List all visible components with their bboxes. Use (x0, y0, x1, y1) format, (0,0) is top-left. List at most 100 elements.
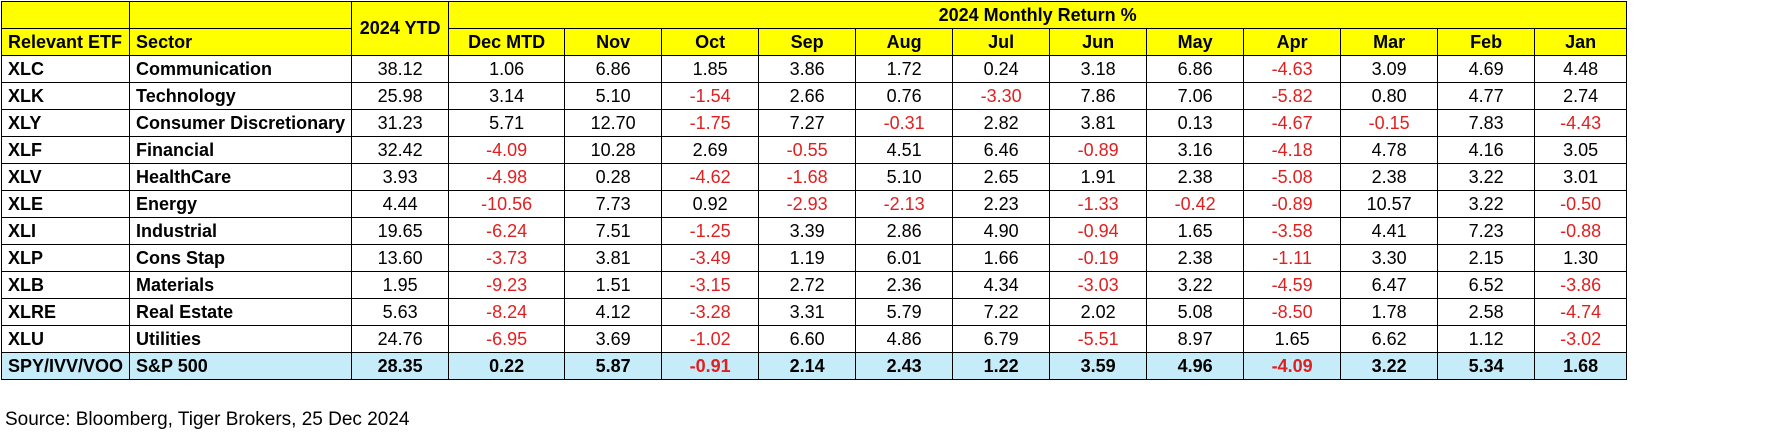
value-cell-jul: 4.34 (952, 271, 1051, 299)
value-cell-mar: 4.41 (1340, 217, 1439, 245)
header-nov: Nov (564, 28, 663, 56)
value-cell-ytd: 25.98 (351, 82, 450, 110)
value-cell-ytd: 24.76 (351, 325, 450, 353)
value-cell-mar: 3.09 (1340, 55, 1439, 83)
header-dec-mtd: Dec MTD (448, 28, 566, 56)
value-cell-feb: 4.77 (1437, 82, 1536, 110)
value-cell-apr: -4.09 (1243, 352, 1342, 380)
header-jul: Jul (952, 28, 1051, 56)
value-cell-oct: -1.02 (661, 325, 760, 353)
value-cell-jun: -0.19 (1049, 244, 1148, 272)
sector-cell: Communication (129, 55, 353, 83)
header-sep: Sep (758, 28, 857, 56)
value-cell-feb: 7.23 (1437, 217, 1536, 245)
value-cell-ytd: 13.60 (351, 244, 450, 272)
sector-cell: Financial (129, 136, 353, 164)
value-cell-jan: 1.30 (1534, 244, 1628, 272)
value-cell-nov: 5.87 (564, 352, 663, 380)
value-cell-jun: 2.02 (1049, 298, 1148, 326)
value-cell-oct: -3.49 (661, 244, 760, 272)
value-cell-feb: 6.52 (1437, 271, 1536, 299)
value-cell-may: -0.42 (1146, 190, 1245, 218)
value-cell-sep: -0.55 (758, 136, 857, 164)
value-cell-nov: 6.86 (564, 55, 663, 83)
value-cell-oct: -3.15 (661, 271, 760, 299)
header-feb: Feb (1437, 28, 1536, 56)
sector-cell: Real Estate (129, 298, 353, 326)
etf-cell: XLRE (0, 298, 131, 326)
value-cell-may: 1.65 (1146, 217, 1245, 245)
value-cell-nov: 5.10 (564, 82, 663, 110)
etf-cell: XLV (0, 163, 131, 191)
sector-cell: Technology (129, 82, 353, 110)
value-cell-jun: 7.86 (1049, 82, 1148, 110)
value-cell-oct: -4.62 (661, 163, 760, 191)
value-cell-ytd: 19.65 (351, 217, 450, 245)
value-cell-feb: 3.22 (1437, 163, 1536, 191)
value-cell-nov: 12.70 (564, 109, 663, 137)
value-cell-mar: 10.57 (1340, 190, 1439, 218)
value-cell-mar: 1.78 (1340, 298, 1439, 326)
value-cell-dec-mtd: -8.24 (448, 298, 566, 326)
value-cell-jul: 2.82 (952, 109, 1051, 137)
value-cell-may: 2.38 (1146, 163, 1245, 191)
value-cell-jun: -0.94 (1049, 217, 1148, 245)
header-oct: Oct (661, 28, 760, 56)
value-cell-feb: 3.22 (1437, 190, 1536, 218)
value-cell-jun: -0.89 (1049, 136, 1148, 164)
value-cell-sep: 2.14 (758, 352, 857, 380)
value-cell-aug: 4.86 (855, 325, 954, 353)
value-cell-oct: -1.75 (661, 109, 760, 137)
value-cell-nov: 7.73 (564, 190, 663, 218)
value-cell-oct: 1.85 (661, 55, 760, 83)
value-cell-sep: 3.86 (758, 55, 857, 83)
value-cell-apr: -5.08 (1243, 163, 1342, 191)
value-cell-may: 0.13 (1146, 109, 1245, 137)
table-row: XLU Utilities 24.76 -6.95 3.69 -1.02 6.60 4.86 6… (0, 325, 1628, 353)
value-cell-dec-mtd: -4.09 (448, 136, 566, 164)
value-cell-nov: 3.69 (564, 325, 663, 353)
value-cell-ytd: 38.12 (351, 55, 450, 83)
table-row: XLK Technology 25.98 3.14 5.10 -1.54 2.66 0.76-… (0, 82, 1628, 110)
value-cell-jul: -3.30 (952, 82, 1051, 110)
value-cell-feb: 5.34 (1437, 352, 1536, 380)
value-cell-oct: -0.91 (661, 352, 760, 380)
value-cell-dec-mtd: 1.06 (448, 55, 566, 83)
etf-cell: XLE (0, 190, 131, 218)
value-cell-jan: -3.86 (1534, 271, 1628, 299)
table-row: XLC Communication 38.12 1.06 6.86 1.85 3.86 1.7… (0, 55, 1628, 83)
sector-cell: Materials (129, 271, 353, 299)
value-cell-apr: -8.50 (1243, 298, 1342, 326)
value-cell-jan: 4.48 (1534, 55, 1628, 83)
table-row: SPY/IVV/VOO S&P 500 28.35 0.22 5.87 -0.91 2.14… (0, 352, 1628, 380)
value-cell-dec-mtd: -6.24 (448, 217, 566, 245)
value-cell-jul: 6.79 (952, 325, 1051, 353)
value-cell-may: 8.97 (1146, 325, 1245, 353)
header-mar: Mar (1340, 28, 1439, 56)
table-row: XLP Cons Stap 13.60 -3.73 3.81 -3.49 1.19 6.01 1… (0, 244, 1628, 272)
value-cell-jan: 1.68 (1534, 352, 1628, 380)
value-cell-apr: -4.59 (1243, 271, 1342, 299)
value-cell-ytd: 32.42 (351, 136, 450, 164)
value-cell-jan: 3.01 (1534, 163, 1628, 191)
value-cell-jan: -4.74 (1534, 298, 1628, 326)
value-cell-may: 3.22 (1146, 271, 1245, 299)
value-cell-oct: 0.92 (661, 190, 760, 218)
etf-cell: XLC (0, 55, 131, 83)
table-row: XLB Materials 1.95 -9.23 1.51 -3.15 2.72 2.36 4.… (0, 271, 1628, 299)
source-note: Source: Bloomberg, Tiger Brokers, 25 Dec… (5, 409, 410, 430)
value-cell-may: 3.16 (1146, 136, 1245, 164)
value-cell-aug: 0.76 (855, 82, 954, 110)
table-body: XLC Communication 38.12 1.06 6.86 1.85 3.86 1.7… (0, 55, 1628, 380)
returns-table: 2024 YTD 2024 Monthly Return % Relevant … (0, 1, 1628, 380)
value-cell-dec-mtd: 3.14 (448, 82, 566, 110)
header-row-columns: Relevant ETF Sector Dec MTD Nov Oct Sep … (0, 28, 1628, 56)
value-cell-sep: 3.31 (758, 298, 857, 326)
value-cell-apr: 1.65 (1243, 325, 1342, 353)
sector-cell: Utilities (129, 325, 353, 353)
value-cell-apr: -0.89 (1243, 190, 1342, 218)
value-cell-aug: 2.43 (855, 352, 954, 380)
value-cell-dec-mtd: 0.22 (448, 352, 566, 380)
header-aug: Aug (855, 28, 954, 56)
value-cell-nov: 0.28 (564, 163, 663, 191)
